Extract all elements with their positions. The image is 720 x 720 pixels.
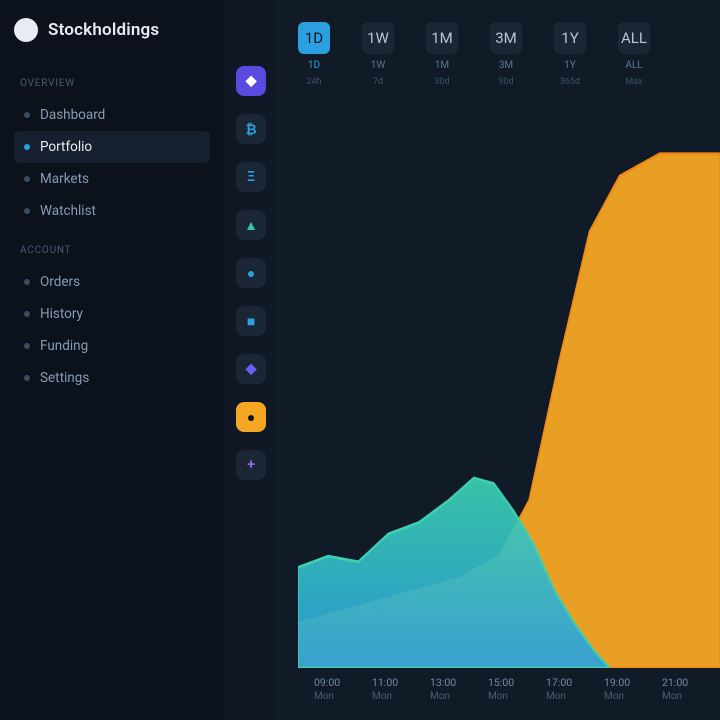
sidebar-item-label: History xyxy=(40,306,83,322)
nav-dot-icon xyxy=(24,343,30,349)
asset-chip-1[interactable]: ₿ xyxy=(236,114,266,144)
nav-dot-icon xyxy=(24,311,30,317)
range-tab-label: 3M xyxy=(499,60,513,71)
sidebar-item-label: Settings xyxy=(40,370,89,386)
sidebar-item-label: Watchlist xyxy=(40,203,96,219)
nav-dot-icon xyxy=(24,375,30,381)
sidebar-item-dashboard[interactable]: Dashboard xyxy=(14,99,210,131)
range-tab-sublabel: Max xyxy=(625,77,642,87)
xaxis-tick-day: Mon xyxy=(546,691,604,702)
sidebar-item-label: Orders xyxy=(40,274,80,290)
nav-section-overview: Overview xyxy=(20,78,204,89)
sidebar-item-watchlist[interactable]: Watchlist xyxy=(14,195,210,227)
xaxis-tick-2: 13:00 Mon xyxy=(430,676,488,702)
xaxis-tick-time: 19:00 xyxy=(604,676,662,689)
sidebar-item-markets[interactable]: Markets xyxy=(14,163,210,195)
nav-dot-icon xyxy=(24,144,30,150)
nav-section-account: Account xyxy=(20,245,204,256)
xaxis-tick-time: 09:00 xyxy=(314,676,372,689)
asset-chip-2[interactable]: Ξ xyxy=(236,162,266,192)
nav-dot-icon xyxy=(24,176,30,182)
range-tab-label: 1Y xyxy=(564,60,576,71)
range-tab-sublabel: 24h xyxy=(306,77,321,87)
asset-rail: ◆ ₿ Ξ ▲ ● ■ ◆ ● + xyxy=(224,0,278,720)
sidebar-item-settings[interactable]: Settings xyxy=(14,362,210,394)
range-tab-label: 1D xyxy=(308,60,320,71)
range-tab-icon: ALL xyxy=(618,22,650,54)
chart-x-axis: 09:00Mon11:00Mon13:00Mon15:00Mon17:00Mon… xyxy=(298,668,720,720)
range-tab-1m[interactable]: 1M 1M 30d xyxy=(426,22,458,87)
sidebar-item-history[interactable]: History xyxy=(14,298,210,330)
range-tab-label: 1W xyxy=(371,60,386,71)
sidebar-item-orders[interactable]: Orders xyxy=(14,266,210,298)
xaxis-tick-time: 15:00 xyxy=(488,676,546,689)
asset-chip-8[interactable]: + xyxy=(236,450,266,480)
range-tab-1w[interactable]: 1W 1W 7d xyxy=(362,22,394,87)
range-tab-sublabel: 90d xyxy=(498,77,513,87)
range-tab-all[interactable]: ALL ALL Max xyxy=(618,22,650,87)
sidebar: Stockholdings Overview Dashboard Portfoli… xyxy=(0,0,224,720)
sidebar-item-label: Portfolio xyxy=(40,139,92,155)
nav-dot-icon xyxy=(24,112,30,118)
holdings-area-chart xyxy=(298,109,720,668)
range-tab-icon: 3M xyxy=(490,22,522,54)
asset-chip-0[interactable]: ◆ xyxy=(236,66,266,96)
xaxis-tick-day: Mon xyxy=(430,691,488,702)
xaxis-tick-day: Mon xyxy=(604,691,662,702)
xaxis-tick-day: Mon xyxy=(372,691,430,702)
xaxis-tick-3: 15:00 Mon xyxy=(488,676,546,702)
asset-chip-3[interactable]: ▲ xyxy=(236,210,266,240)
range-tab-sublabel: 30d xyxy=(434,77,449,87)
range-tab-1d[interactable]: 1D 1D 24h xyxy=(298,22,330,87)
range-tab-label: ALL xyxy=(625,60,642,71)
xaxis-tick-0: 09:00 Mon xyxy=(314,676,372,702)
brand-logo-icon xyxy=(14,18,38,42)
xaxis-tick-time: 13:00 xyxy=(430,676,488,689)
brand-name: Stockholdings xyxy=(48,20,159,40)
sidebar-item-funding[interactable]: Funding xyxy=(14,330,210,362)
range-tab-icon: 1D xyxy=(298,22,330,54)
range-toolbar: 1D1D24h1W1W7d1M1M30d3M3M90d1Y1Y365dALLAL… xyxy=(298,22,720,87)
main-panel: 1D1D24h1W1W7d1M1M30d3M3M90d1Y1Y365dALLAL… xyxy=(278,0,720,720)
range-tab-3m[interactable]: 3M 3M 90d xyxy=(490,22,522,87)
xaxis-tick-day: Mon xyxy=(662,691,720,702)
xaxis-tick-6: 21:00 Mon xyxy=(662,676,720,702)
range-tab-sublabel: 7d xyxy=(373,77,383,87)
xaxis-tick-time: 11:00 xyxy=(372,676,430,689)
asset-chip-5[interactable]: ■ xyxy=(236,306,266,336)
range-tab-label: 1M xyxy=(435,60,449,71)
sidebar-item-label: Funding xyxy=(40,338,88,354)
range-tab-icon: 1W xyxy=(362,22,394,54)
nav-dot-icon xyxy=(24,208,30,214)
xaxis-tick-5: 19:00 Mon xyxy=(604,676,662,702)
xaxis-tick-time: 21:00 xyxy=(662,676,720,689)
range-tab-1y[interactable]: 1Y 1Y 365d xyxy=(554,22,586,87)
asset-chip-4[interactable]: ● xyxy=(236,258,266,288)
range-tab-sublabel: 365d xyxy=(560,77,580,87)
nav-dot-icon xyxy=(24,279,30,285)
sidebar-item-label: Markets xyxy=(40,171,89,187)
xaxis-tick-1: 11:00 Mon xyxy=(372,676,430,702)
xaxis-tick-time: 17:00 xyxy=(546,676,604,689)
sidebar-item-label: Dashboard xyxy=(40,107,105,123)
asset-chip-7[interactable]: ● xyxy=(236,402,266,432)
range-tab-icon: 1Y xyxy=(554,22,586,54)
xaxis-tick-day: Mon xyxy=(314,691,372,702)
sidebar-item-portfolio[interactable]: Portfolio xyxy=(14,131,210,163)
xaxis-tick-day: Mon xyxy=(488,691,546,702)
range-tab-icon: 1M xyxy=(426,22,458,54)
asset-chip-6[interactable]: ◆ xyxy=(236,354,266,384)
brand: Stockholdings xyxy=(14,18,210,42)
xaxis-tick-4: 17:00 Mon xyxy=(546,676,604,702)
